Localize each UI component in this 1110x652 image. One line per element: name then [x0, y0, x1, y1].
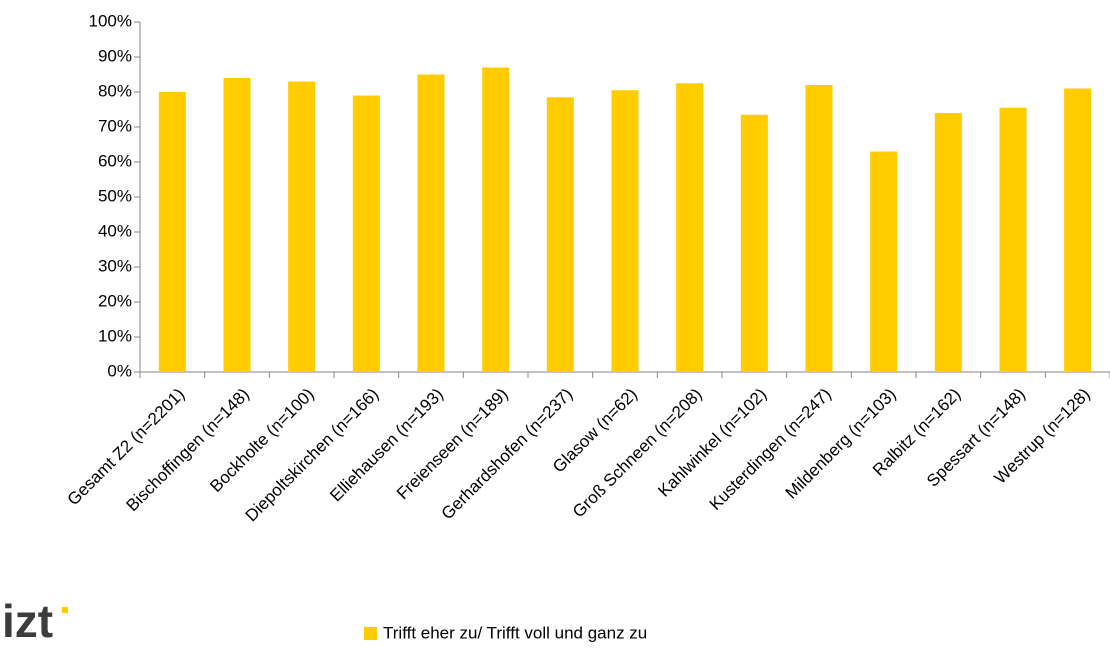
x-tick-label: Gesamt Z2 (n=2201) — [64, 385, 189, 510]
x-tick-label: Mildenberg (n=103) — [782, 385, 900, 503]
bar — [1064, 88, 1092, 372]
y-tick-label: 0% — [107, 361, 132, 380]
y-tick-label: 50% — [98, 186, 132, 205]
bar — [546, 97, 574, 372]
y-tick-label: 40% — [98, 221, 132, 240]
y-tick-label: 100% — [89, 11, 132, 30]
x-tick-label: Gerhardshofen (n=237) — [438, 385, 577, 524]
x-tick-label: Elliehausen (n=193) — [326, 385, 447, 506]
bar — [805, 85, 833, 372]
bar — [740, 114, 768, 372]
y-tick-label: 80% — [98, 81, 132, 100]
bar — [611, 90, 639, 372]
bar — [870, 151, 898, 372]
bar — [482, 67, 510, 372]
logo-mark — [62, 607, 68, 613]
x-tick-label: Kahlwinkel (n=102) — [654, 385, 770, 501]
x-tick-label: Bischoffingen (n=148) — [122, 385, 253, 516]
bar — [352, 95, 380, 372]
y-tick-label: 20% — [98, 291, 132, 310]
bar — [288, 81, 316, 372]
bar — [158, 92, 186, 372]
legend-label: Trifft eher zu/ Trifft voll und ganz zu — [383, 623, 647, 642]
y-tick-label: 90% — [98, 46, 132, 65]
y-tick-label: 30% — [98, 256, 132, 275]
y-tick-label: 60% — [98, 151, 132, 170]
bar — [999, 107, 1027, 372]
y-tick-label: 70% — [98, 116, 132, 135]
x-tick-label: Groß Schneen (n=208) — [569, 385, 706, 522]
x-tick-label: Diepoltskirchen (n=166) — [242, 385, 383, 526]
bar — [676, 83, 704, 372]
legend-swatch — [364, 627, 377, 640]
logo: izt — [2, 595, 53, 647]
y-tick-label: 10% — [98, 326, 132, 345]
bar — [934, 113, 962, 372]
bar — [223, 78, 251, 372]
x-tick-label: Kusterdingen (n=247) — [706, 385, 835, 514]
x-tick-label: Freienseen (n=189) — [393, 385, 512, 504]
bar — [417, 74, 445, 372]
